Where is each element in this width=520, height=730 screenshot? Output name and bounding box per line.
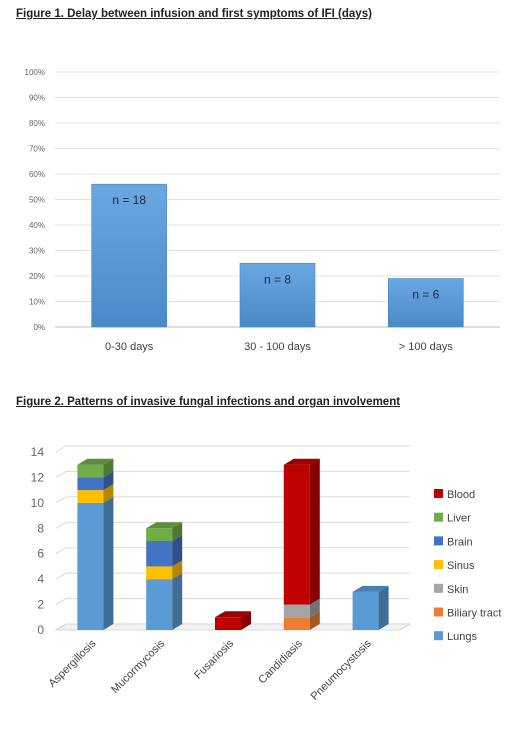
- bar-side: [172, 560, 183, 580]
- data-label: n = 18: [112, 193, 146, 207]
- figure-1-title: Figure 1. Delay between infusion and fir…: [16, 8, 372, 20]
- gridline: [55, 521, 67, 529]
- bar-segment: [283, 464, 310, 605]
- category-label: Pneumocystosis: [309, 637, 374, 702]
- y-tick-label: 10: [31, 496, 45, 510]
- y-tick-label: 70%: [29, 145, 45, 154]
- y-tick-label: 30%: [29, 247, 45, 256]
- legend-swatch: [434, 607, 443, 617]
- y-tick-label: 6: [37, 547, 44, 561]
- y-tick-label: 0: [37, 623, 44, 637]
- legend-swatch: [434, 512, 443, 522]
- y-tick-label: 50%: [29, 196, 45, 205]
- category-label: Mucormycosis: [109, 637, 168, 696]
- bar-segment: [215, 617, 241, 630]
- legend-label: Lungs: [447, 631, 477, 643]
- y-tick-label: 4: [37, 572, 44, 586]
- category-label: Fusariosis: [192, 637, 236, 681]
- y-tick-label: 8: [37, 521, 44, 535]
- y-tick-label: 2: [37, 598, 44, 612]
- gridline: [55, 572, 67, 580]
- bar-segment: [146, 541, 173, 567]
- bar-segment: [77, 490, 104, 503]
- bar-top: [215, 611, 251, 618]
- bar: [91, 183, 167, 328]
- bar-segment: [146, 528, 173, 541]
- legend-swatch: [434, 560, 443, 570]
- category-label: Aspergillosis: [46, 637, 98, 689]
- bar-segment: [77, 464, 104, 478]
- bar-side: [172, 522, 183, 541]
- figure-1-chart: 0% 10% 20% 30% 40% 50% 60% 70% 80% 90% 100% n = 18 0…: [25, 68, 500, 353]
- bar-side: [309, 458, 320, 605]
- category-label: 0-30 days: [105, 341, 154, 353]
- bar-side: [241, 611, 251, 630]
- bar-side: [309, 611, 320, 630]
- y-tick-label: 90%: [29, 94, 45, 103]
- bar-segment: [77, 502, 104, 630]
- gridline: [55, 496, 67, 504]
- bar-side: [172, 573, 183, 630]
- y-tick-label: 40%: [29, 221, 45, 230]
- y-tick-label: 100%: [25, 68, 45, 77]
- legend-label: Blood: [447, 489, 475, 501]
- figure-2-chart: 0 2 4 6 8 10 12 14 Aspergillosis Mucormycosis Fusa…: [31, 445, 502, 703]
- legend-label: Brain: [447, 536, 473, 548]
- bar-top: [352, 585, 389, 592]
- bar-side: [103, 458, 114, 478]
- y-tick-label: 80%: [29, 119, 45, 128]
- y-tick-label: 12: [31, 470, 45, 484]
- data-label: n = 8: [264, 272, 291, 286]
- legend-swatch: [434, 583, 443, 593]
- gridline: [55, 470, 67, 478]
- gridline: [55, 547, 67, 555]
- bar-segment: [283, 604, 310, 618]
- figure-2-title: Figure 2. Patterns of invasive fungal in…: [16, 396, 401, 408]
- legend-swatch: [434, 536, 443, 546]
- bar-side: [103, 496, 114, 630]
- category-label: > 100 days: [399, 341, 454, 353]
- bar-side: [103, 484, 114, 503]
- bar-segment: [283, 617, 310, 630]
- legend-label: Sinus: [447, 560, 475, 572]
- legend-swatch: [434, 631, 443, 641]
- legend-label: Liver: [447, 513, 471, 525]
- bar-segment: [146, 579, 173, 630]
- gridline: [55, 598, 67, 606]
- bar-top: [146, 522, 183, 529]
- bar-side: [172, 535, 183, 567]
- y-tick-label: 0%: [33, 323, 45, 332]
- category-label: 30 - 100 days: [244, 341, 311, 353]
- y-tick-label: 14: [31, 445, 45, 459]
- bar-side: [309, 598, 320, 618]
- bar-segment: [352, 591, 379, 630]
- bar-segment: [77, 477, 104, 491]
- bar-segment: [146, 566, 173, 580]
- gridline: [55, 445, 67, 453]
- y-tick-label: 60%: [29, 170, 45, 179]
- bar-top: [283, 458, 320, 465]
- data-label: n = 6: [412, 288, 439, 302]
- legend-swatch: [434, 489, 443, 498]
- legend-label: Biliary tract: [447, 608, 501, 620]
- legend-label: Skin: [447, 584, 468, 596]
- bar-top: [77, 458, 114, 465]
- bar: [239, 262, 316, 328]
- y-tick-label: 10%: [29, 298, 45, 307]
- category-label: Candidiasis: [256, 637, 305, 686]
- bar-side: [378, 585, 389, 630]
- y-tick-label: 20%: [29, 272, 45, 281]
- bar: [388, 278, 464, 328]
- bar-side: [103, 471, 114, 491]
